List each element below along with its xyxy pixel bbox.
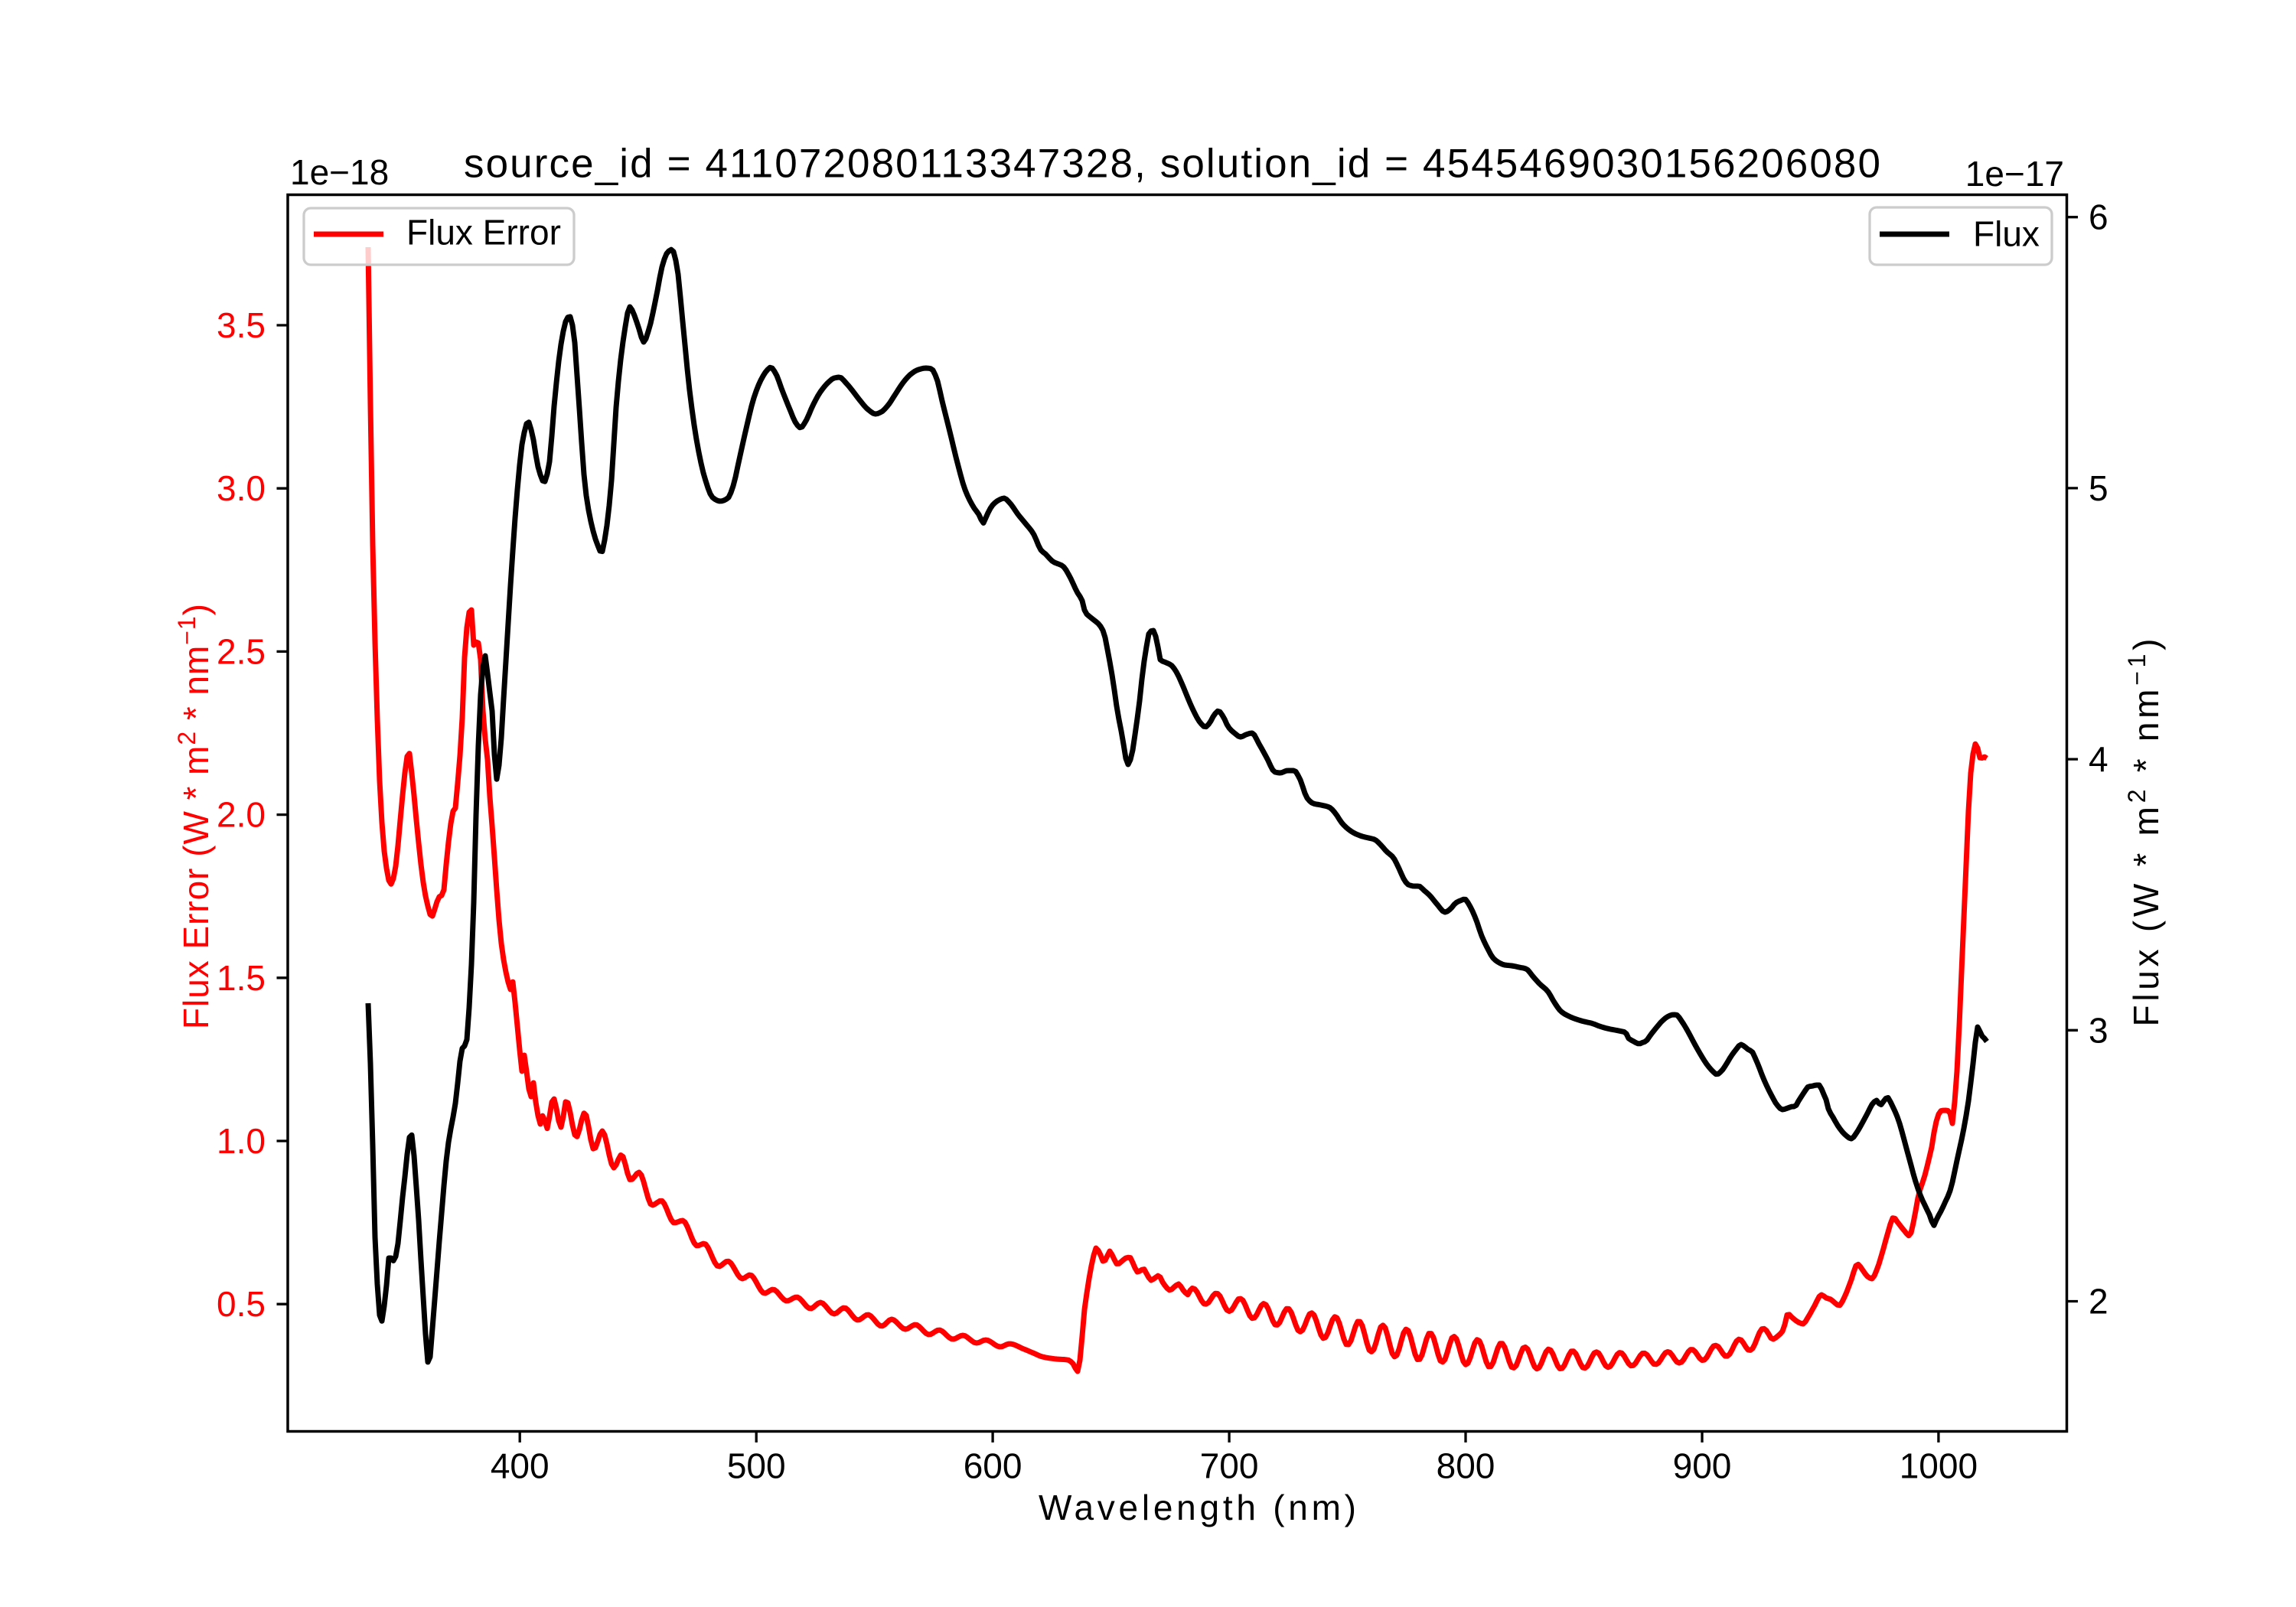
svg-text:2.5: 2.5 [217, 631, 266, 671]
svg-text:2.0: 2.0 [217, 795, 266, 835]
svg-text:0.5: 0.5 [217, 1284, 266, 1324]
svg-text:Flux: Flux [1973, 214, 2040, 254]
svg-text:1e−18: 1e−18 [290, 152, 389, 192]
svg-text:600: 600 [964, 1446, 1022, 1486]
svg-text:3: 3 [2089, 1010, 2108, 1050]
svg-text:900: 900 [1673, 1446, 1732, 1486]
svg-text:800: 800 [1437, 1446, 1495, 1486]
svg-text:500: 500 [727, 1446, 786, 1486]
svg-text:400: 400 [491, 1446, 550, 1486]
svg-text:5: 5 [2089, 468, 2108, 508]
svg-text:3.0: 3.0 [217, 468, 266, 508]
svg-text:Flux Error: Flux Error [406, 213, 561, 253]
svg-text:1e−17: 1e−17 [1965, 154, 2064, 194]
svg-text:Flux Error (W * m2 * nm−1): Flux Error (W * m2 * nm−1) [173, 604, 216, 1029]
svg-text:1000: 1000 [1900, 1446, 1978, 1486]
svg-text:1.0: 1.0 [217, 1121, 266, 1161]
svg-text:3.5: 3.5 [217, 305, 266, 345]
svg-text:4: 4 [2089, 739, 2108, 779]
svg-text:2: 2 [2089, 1282, 2108, 1322]
svg-text:source_id = 411072080113347328: source_id = 411072080113347328, solution… [464, 142, 1880, 187]
svg-text:1.5: 1.5 [217, 958, 266, 998]
svg-text:700: 700 [1200, 1446, 1259, 1486]
svg-text:6: 6 [2089, 197, 2108, 237]
